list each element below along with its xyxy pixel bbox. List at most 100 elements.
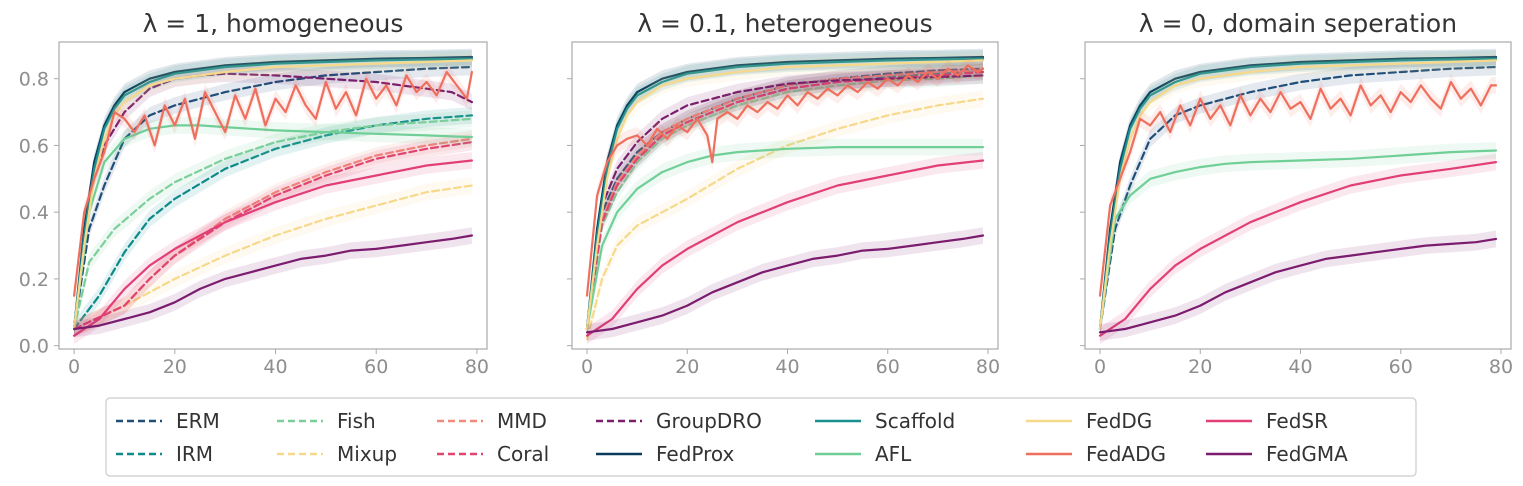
- series-line-fedprox: [72, 55, 473, 331]
- x-tick-label: 40: [1288, 356, 1312, 378]
- legend-label: Mixup: [337, 442, 397, 466]
- band-mixup: [587, 90, 983, 348]
- band-afl: [74, 117, 472, 338]
- series-line-fedprox: [1098, 55, 1498, 331]
- series-line-mixup: [72, 184, 473, 331]
- series-line-fedgma: [1098, 237, 1498, 334]
- legend-label: FedDG: [1086, 409, 1152, 433]
- series-line-groupdro: [585, 74, 985, 331]
- series-line-fedprox: [585, 55, 985, 331]
- series-line-coral: [585, 70, 985, 331]
- legend-entry-erm: ERM: [116, 409, 220, 433]
- legend-entry-mmd: MMD: [437, 409, 547, 433]
- x-tick-label: 60: [876, 356, 900, 378]
- series-line-fish: [585, 74, 985, 331]
- chart-panel-1: 0 20 40 60 80 0.0 0.2 0.4 0.6 0.8 λ = 1, homogeneo…: [19, 9, 489, 378]
- band-fedgma: [1100, 230, 1496, 341]
- band-irm: [74, 107, 472, 338]
- x-tick-label: 80: [1489, 356, 1513, 378]
- legend-entry-fedsr: FedSR: [1206, 409, 1328, 433]
- series-group: [585, 48, 985, 348]
- x-tick-label: 20: [163, 356, 187, 378]
- series-line-fedsr: [1098, 161, 1498, 337]
- series-line-fedadg: [585, 64, 985, 297]
- legend: ERM IRM Fish Mixup MMD Coral GroupDRO FedProx Sc…: [105, 397, 1417, 477]
- legend-label: AFL: [875, 442, 912, 466]
- legend-label: GroupDRO: [656, 409, 762, 433]
- legend-label: ERM: [176, 409, 220, 433]
- series-line-scaffold: [585, 57, 985, 331]
- band-fedsr: [74, 152, 472, 344]
- series-line-afl: [72, 124, 473, 331]
- legend-label: Scaffold: [875, 409, 955, 433]
- legend-label: FedGMA: [1266, 442, 1348, 466]
- band-mixup: [74, 177, 472, 338]
- x-tick-label: 20: [1188, 356, 1212, 378]
- y-tick-label: 0.2: [19, 269, 49, 291]
- legend-entry-fedprox: FedProx: [596, 442, 735, 466]
- series-line-fedsr: [72, 159, 473, 337]
- legend-label: IRM: [176, 442, 213, 466]
- legend-entry-feddg: FedDG: [1026, 409, 1152, 433]
- series-line-scaffold: [72, 57, 473, 331]
- legend-label: Fish: [337, 409, 376, 433]
- series-line-scaffold: [1098, 57, 1498, 331]
- y-tick-label: 0.8: [19, 69, 49, 91]
- chart-panel-2: 0 20 40 60 80 λ = 0.1, heterogeneous: [567, 9, 1000, 378]
- series-group: [72, 48, 473, 344]
- legend-label: Coral: [497, 442, 549, 466]
- series-line-erm: [585, 67, 985, 331]
- y-tick-label: 0.6: [19, 135, 49, 157]
- band-fedadg: [1100, 73, 1496, 304]
- legend-entry-fedadg: FedADG: [1026, 442, 1166, 466]
- legend-entry-groupdro: GroupDRO: [596, 409, 762, 433]
- legend-entry-fedgma: FedGMA: [1206, 442, 1348, 466]
- series-line-erm: [1098, 65, 1498, 331]
- series-line-feddg: [585, 59, 985, 331]
- legend-entry-mixup: Mixup: [277, 442, 397, 466]
- series-line-fedgma: [72, 234, 473, 331]
- band-fedsr: [1100, 153, 1496, 344]
- series-line-mixup: [585, 97, 985, 341]
- legend-entry-fish: Fish: [277, 409, 376, 433]
- legend-label: FedSR: [1266, 409, 1328, 433]
- band-fedgma: [587, 227, 983, 341]
- series-line-erm: [72, 65, 473, 331]
- series-line-mmd: [585, 69, 985, 331]
- legend-entry-afl: AFL: [815, 442, 912, 466]
- x-tick-label: 80: [465, 356, 489, 378]
- x-tick-label: 60: [1389, 356, 1413, 378]
- x-tick-label: 20: [675, 356, 699, 378]
- series-line-fedgma: [585, 234, 985, 334]
- series-line-fedadg: [1098, 80, 1498, 297]
- series-line-irm: [72, 114, 473, 331]
- y-tick-label: 0.0: [19, 336, 49, 358]
- legend-frame: [105, 397, 1417, 477]
- series-line-fedadg: [72, 70, 473, 297]
- legend-entry-irm: IRM: [116, 442, 213, 466]
- band-fedadg: [587, 57, 983, 304]
- x-tick-label: 0: [581, 356, 593, 378]
- band-groupdro: [74, 65, 472, 338]
- chart-title: λ = 0.1, heterogeneous: [637, 9, 932, 38]
- band-fedgma: [74, 227, 472, 338]
- y-tick-label: 0.4: [19, 202, 49, 224]
- series-line-fish: [72, 117, 473, 331]
- band-fedsr: [587, 152, 983, 344]
- x-tick-label: 0: [68, 356, 80, 378]
- series-line-afl: [1098, 149, 1498, 331]
- chart-panel-3: 0 20 40 60 80 λ = 0, domain seperation: [1080, 9, 1513, 378]
- x-tick-label: 40: [263, 356, 287, 378]
- band-mmd: [74, 130, 472, 338]
- legend-entry-coral: Coral: [437, 442, 549, 466]
- legend-label: MMD: [497, 409, 547, 433]
- legend-entry-scaffold: Scaffold: [815, 409, 955, 433]
- x-tick-label: 60: [364, 356, 388, 378]
- x-tick-label: 80: [976, 356, 1000, 378]
- x-tick-label: 40: [775, 356, 799, 378]
- series-group: [1098, 48, 1498, 344]
- x-tick-label: 0: [1094, 356, 1106, 378]
- legend-label: FedADG: [1086, 442, 1166, 466]
- chart-title: λ = 1, homogeneous: [143, 9, 404, 38]
- band-coral: [74, 133, 472, 338]
